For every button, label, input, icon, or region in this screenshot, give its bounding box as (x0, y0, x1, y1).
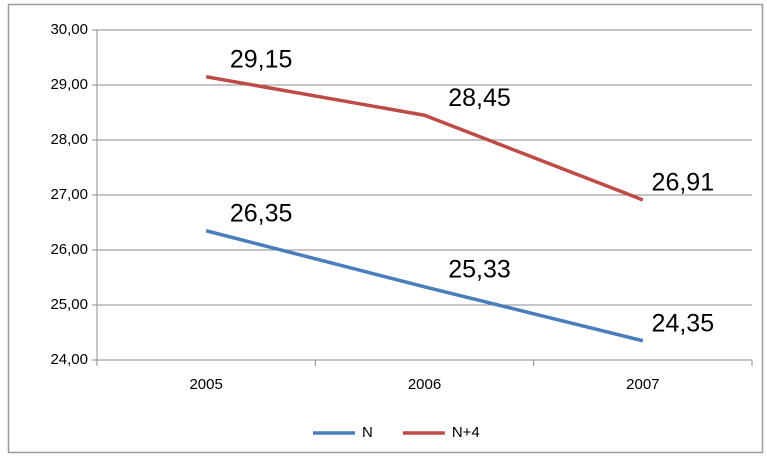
legend-label: N (362, 424, 373, 441)
y-tick-label: 27,00 (50, 186, 88, 203)
x-tick-label: 2007 (626, 376, 659, 393)
data-label: 26,91 (652, 169, 715, 197)
data-label: 25,33 (448, 255, 511, 283)
legend-label: N+4 (452, 424, 480, 441)
y-tick-label: 24,00 (50, 351, 88, 368)
x-tick-label: 2005 (189, 376, 222, 393)
y-tick-label: 26,00 (50, 241, 88, 258)
x-tick-label: 2006 (408, 376, 441, 393)
data-label: 28,45 (448, 84, 511, 112)
line-series (205, 75, 644, 202)
y-tick-label: 30,00 (50, 21, 88, 38)
data-label: 24,35 (652, 309, 715, 337)
data-label: 29,15 (230, 45, 293, 73)
y-tick-label: 29,00 (50, 76, 88, 93)
line-series (205, 229, 644, 343)
y-tick-label: 25,00 (50, 296, 88, 313)
y-tick-label: 28,00 (50, 131, 88, 148)
chart-frame (7, 3, 764, 454)
data-label: 26,35 (230, 199, 293, 227)
